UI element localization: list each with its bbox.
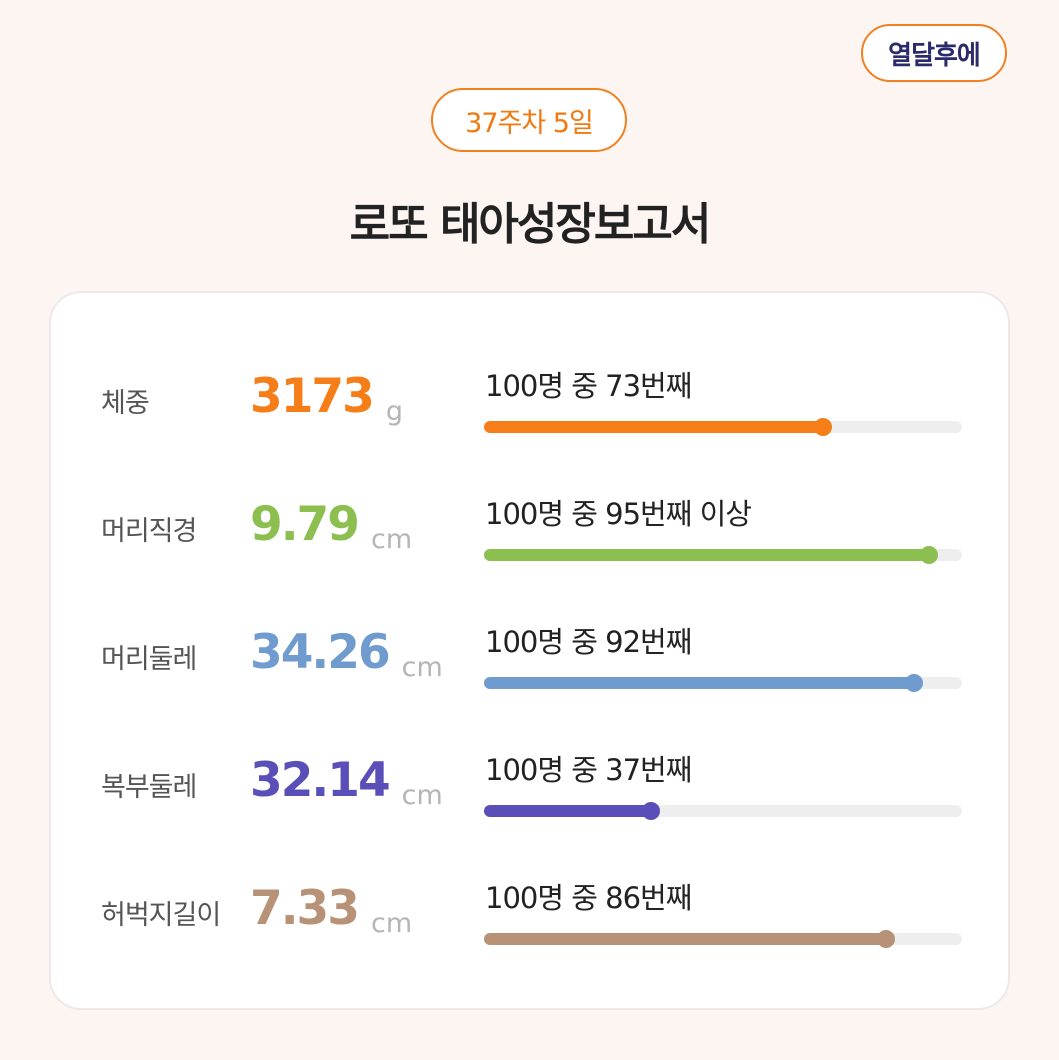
metric-unit: cm (370, 908, 413, 939)
metric-row-femur-length: 허벅지길이 7.33 cm 100명 중 86번째 (51, 875, 1008, 985)
rank-text: 100명 중 92번째 (485, 625, 692, 659)
pregnancy-week-badge: 37주차 5일 (431, 88, 627, 152)
metric-value: 32.14 cm (250, 753, 443, 811)
metric-number: 7.33 (250, 881, 360, 936)
percentile-bar (484, 930, 962, 948)
metric-number: 3173 (250, 369, 375, 424)
metric-label: 체중 (101, 388, 150, 419)
metric-value: 34.26 cm (250, 625, 443, 683)
metric-row-abdominal-circumference: 복부둘레 32.14 cm 100명 중 37번째 (51, 747, 1008, 857)
percentile-bar-fill (484, 549, 929, 561)
metric-row-head-diameter: 머리직경 9.79 cm 100명 중 95번째 이상 (51, 491, 1008, 601)
metric-label: 복부둘레 (101, 772, 197, 803)
percentile-marker (814, 418, 832, 436)
rank-text: 100명 중 86번째 (485, 881, 692, 915)
metric-unit: cm (401, 652, 443, 683)
rank-text: 100명 중 95번째 이상 (485, 497, 752, 531)
metric-unit: cm (370, 524, 413, 555)
percentile-marker (920, 546, 938, 564)
percentile-bar (484, 674, 962, 692)
metric-number: 34.26 (250, 625, 391, 680)
brand-badge[interactable]: 열달후에 (861, 24, 1007, 82)
metric-unit: cm (401, 780, 443, 811)
metric-value: 9.79 cm (250, 497, 413, 555)
metric-label: 허벅지길이 (101, 900, 221, 931)
rank-text: 100명 중 37번째 (485, 753, 692, 787)
metric-label: 머리둘레 (101, 644, 197, 675)
metric-unit: g (385, 396, 403, 427)
percentile-bar-fill (484, 421, 823, 433)
metric-value: 7.33 cm (250, 881, 413, 939)
metric-row-weight: 체중 3173 g 100명 중 73번째 (51, 363, 1008, 473)
percentile-bar (484, 546, 962, 564)
growth-report-card: 체중 3173 g 100명 중 73번째 머리직경 9.79 cm 100명 … (49, 291, 1010, 1010)
percentile-bar (484, 418, 962, 436)
metric-value: 3173 g (250, 369, 403, 427)
metric-row-head-circumference: 머리둘레 34.26 cm 100명 중 92번째 (51, 619, 1008, 729)
page-title: 로또 태아성장보고서 (349, 199, 712, 250)
percentile-bar-fill (484, 677, 914, 689)
percentile-bar-fill (484, 805, 651, 817)
percentile-marker (642, 802, 660, 820)
percentile-marker (905, 674, 923, 692)
rank-text: 100명 중 73번째 (485, 369, 692, 403)
metric-number: 32.14 (250, 753, 391, 808)
percentile-marker (877, 930, 895, 948)
percentile-bar-fill (484, 933, 886, 945)
metric-number: 9.79 (250, 497, 360, 552)
percentile-bar (484, 802, 962, 820)
metric-label: 머리직경 (101, 516, 197, 547)
